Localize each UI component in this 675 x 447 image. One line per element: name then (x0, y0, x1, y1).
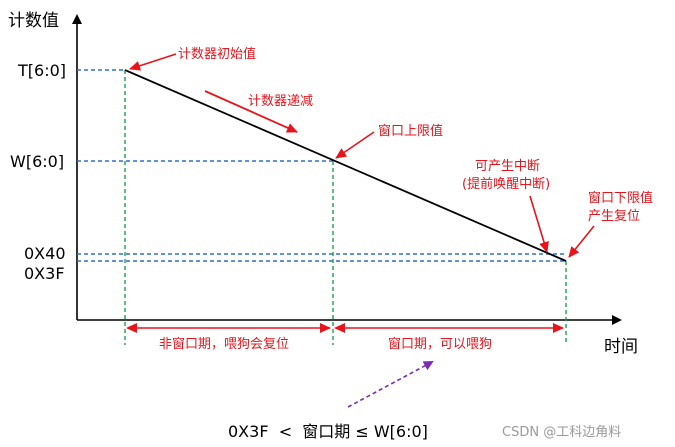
initial-value-label: 计数器初始值 (178, 46, 256, 62)
level-label-t: T[6:0] (17, 61, 66, 80)
level-label-x40: 0X40 (24, 244, 66, 263)
x-axis-label: 时间 (604, 337, 638, 357)
interrupt-arrow (529, 195, 549, 253)
level-label-w: W[6:0] (10, 152, 64, 171)
decrement-arrow (204, 90, 298, 133)
lower-reset-label-line2: 产生复位 (588, 209, 640, 224)
level-label-x3f: 0X3F (24, 264, 65, 283)
interrupt-label-line1: 可产生中断 (475, 159, 540, 174)
initial-value-arrow (129, 53, 177, 71)
interrupt-label-line2: (提前唤醒中断) (462, 176, 550, 192)
watermark: CSDN @工科边角料 (502, 425, 621, 440)
non-window-period-label: 非窗口期，喂狗会复位 (159, 336, 289, 352)
lower-reset-label-line1: 窗口下限值 (588, 190, 653, 206)
formula-pointer-arrow (347, 361, 434, 408)
upper-limit-label: 窗口上限值 (378, 123, 443, 139)
decrement-label: 计数器递减 (248, 94, 313, 109)
lower-reset-arrow (568, 225, 595, 258)
window-period-label: 窗口期，可以喂狗 (388, 336, 492, 352)
window-condition-formula: 0X3F < 窗口期 ≤ W[6:0] (228, 422, 428, 441)
y-axis-label: 计数值 (8, 11, 59, 31)
counter-line (124, 69, 567, 262)
upper-limit-arrow (335, 131, 375, 159)
